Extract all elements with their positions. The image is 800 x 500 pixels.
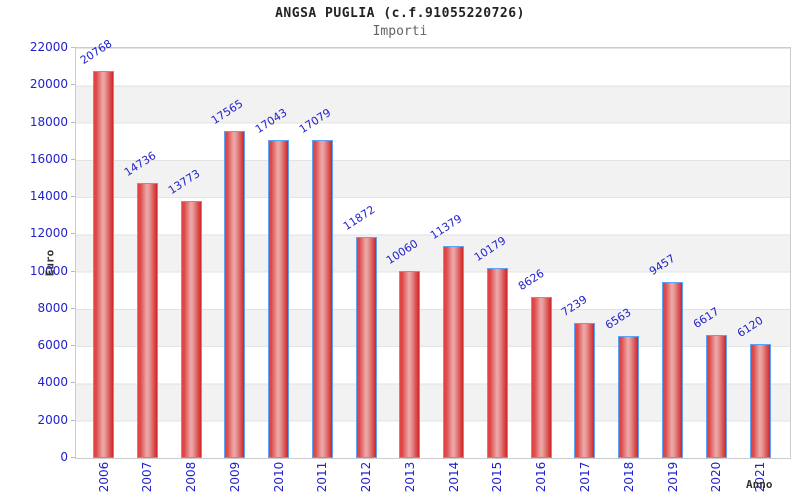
y-tick-label: 2000 — [37, 412, 68, 427]
y-tick-mark — [71, 270, 75, 272]
y-tick-mark — [71, 233, 75, 235]
bar-2016 — [530, 297, 552, 458]
bar-2011 — [311, 140, 333, 458]
y-tick-label: 20000 — [29, 77, 68, 92]
bar-2010 — [268, 140, 290, 458]
y-tick-mark — [71, 121, 75, 123]
bar-value-label: 6617 — [690, 304, 722, 331]
x-tick-label-year: 2007 — [140, 461, 155, 493]
y-tick-mark — [71, 158, 75, 160]
bar-value-label: 17043 — [252, 106, 290, 136]
y-tick-mark — [71, 84, 75, 86]
bar-value-label: 10060 — [384, 237, 421, 267]
y-axis-title: Euro — [43, 249, 57, 277]
bar-2014 — [443, 246, 465, 458]
x-axis-title: Anno — [746, 478, 773, 491]
x-tick-label-year: 2006 — [96, 461, 111, 493]
y-tick-label: 4000 — [37, 375, 68, 390]
y-tick-mark — [71, 345, 75, 347]
chart-subtitle: Importi — [372, 24, 428, 39]
x-tick-label-year: 2014 — [446, 461, 461, 493]
x-tick-label-year: 2018 — [621, 461, 636, 493]
bar-value-label: 11379 — [428, 212, 465, 242]
bar-2015 — [486, 268, 508, 458]
bar-value-label: 6120 — [734, 313, 766, 340]
y-tick-label: 14000 — [29, 189, 68, 204]
y-tick-label: 6000 — [37, 338, 68, 353]
bar-value-label: 6563 — [603, 305, 634, 332]
bar-value-label: 8626 — [515, 266, 547, 293]
bar-value-label: 9457 — [646, 251, 678, 278]
bar-2008 — [180, 201, 202, 458]
y-tick-mark — [71, 419, 75, 421]
y-tick-label: 22000 — [29, 40, 68, 54]
bar-value-label: 17079 — [296, 106, 334, 136]
bar-value-label: 13773 — [165, 167, 202, 197]
y-tick-mark — [71, 382, 75, 384]
y-tick-mark — [71, 457, 75, 458]
bar-value-label: 11872 — [340, 203, 377, 233]
y-tick-label: 16000 — [29, 151, 68, 166]
bar-2007 — [136, 183, 158, 458]
bar-2020 — [705, 335, 727, 458]
x-tick-label-year: 2009 — [227, 461, 242, 493]
x-tick-label-year: 2019 — [665, 461, 680, 493]
bar-2021 — [749, 344, 771, 458]
x-tick-label-year: 2016 — [534, 461, 549, 493]
chart-title: ANGSA PUGLIA (c.f.91055220726) — [275, 6, 525, 21]
bar-value-label: 17565 — [209, 97, 246, 127]
y-tick-label: 8000 — [37, 300, 68, 315]
bar-value-label: 20768 — [77, 37, 115, 67]
bar-2013 — [399, 271, 421, 458]
y-tick-label: 0 — [60, 450, 68, 464]
x-tick-label-year: 2017 — [577, 461, 592, 493]
bar-2017 — [574, 323, 596, 458]
bar-2018 — [618, 336, 640, 458]
x-tick-label-year: 2013 — [402, 461, 417, 493]
x-tick-label-year: 2008 — [184, 461, 199, 493]
x-tick-label-year: 2011 — [315, 461, 330, 493]
bar-2009 — [224, 131, 246, 458]
x-tick-label-year: 2012 — [359, 461, 374, 493]
y-tick-mark — [71, 307, 75, 309]
bar-value-label: 10179 — [471, 234, 509, 264]
x-tick-label-year: 2015 — [490, 461, 505, 493]
y-tick-mark — [71, 47, 75, 48]
bar-value-label: 14736 — [121, 149, 159, 179]
plot-area: 20768 14736 13773 17565 17043 17079 11872 10060… — [75, 37, 791, 459]
x-tick-label-year: 2020 — [709, 461, 724, 493]
bar-2019 — [662, 282, 683, 458]
y-tick-label: 10000 — [29, 263, 68, 278]
y-tick-label: 18000 — [29, 114, 68, 129]
y-tick-mark — [71, 196, 75, 198]
bar-2012 — [355, 237, 377, 458]
y-tick-label: 12000 — [29, 226, 68, 241]
bar-2006 — [93, 71, 114, 458]
x-tick-label-year: 2010 — [271, 461, 286, 493]
bar-value-label: 7239 — [559, 292, 590, 319]
